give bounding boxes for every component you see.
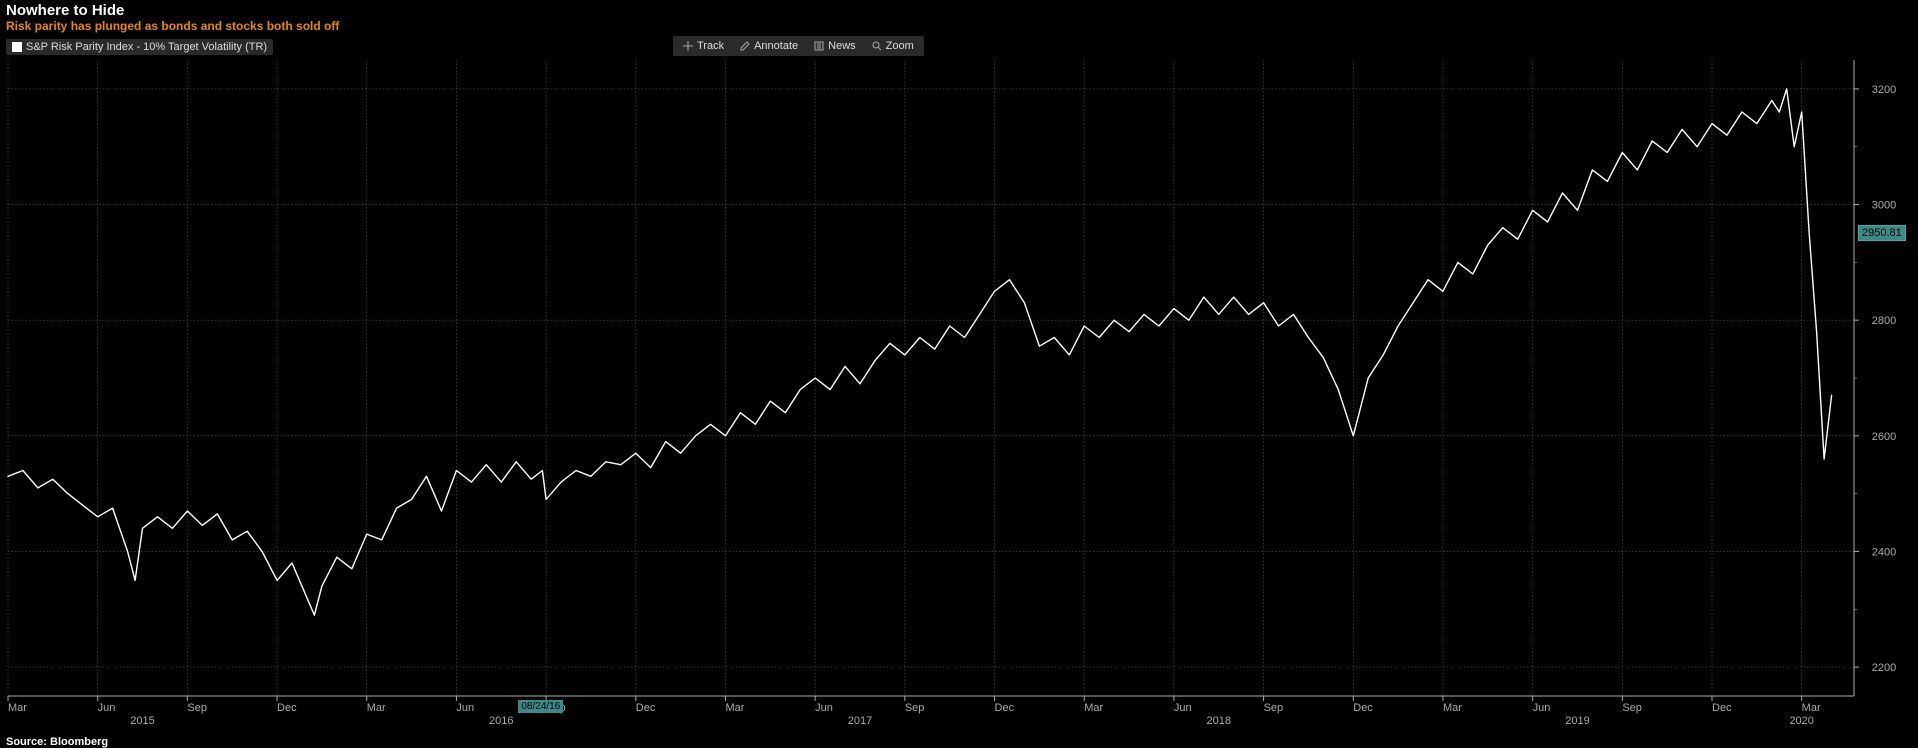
svg-text:Jun: Jun: [1533, 702, 1551, 714]
source-footer: Source: Bloomberg: [6, 736, 108, 748]
svg-text:Jun: Jun: [815, 702, 833, 714]
svg-text:Dec: Dec: [636, 702, 656, 714]
svg-text:Mar: Mar: [8, 702, 27, 714]
track-button[interactable]: Track: [675, 38, 732, 54]
news-button[interactable]: News: [806, 38, 864, 54]
chart-toolbar: Track Annotate News Zoom: [673, 36, 924, 56]
chart-subtitle: Risk parity has plunged as bonds and sto…: [6, 19, 1912, 33]
svg-text:Dec: Dec: [1712, 702, 1732, 714]
crosshair-icon: [683, 41, 693, 51]
svg-text:Dec: Dec: [995, 702, 1015, 714]
svg-text:2800: 2800: [1872, 315, 1896, 327]
last-value-flag: 2950.81: [1858, 225, 1906, 241]
svg-text:3000: 3000: [1872, 200, 1896, 212]
chart-svg: 2200 2400 2600 2800 3000 3200 Mar Jun Sep Dec Mar J…: [6, 56, 1912, 732]
svg-text:2017: 2017: [848, 715, 872, 727]
pencil-icon: [740, 41, 750, 51]
svg-text:2600: 2600: [1872, 431, 1896, 443]
source-label: Source:: [6, 736, 47, 748]
news-label: News: [828, 40, 856, 52]
svg-text:Sep: Sep: [1264, 702, 1284, 714]
svg-text:Mar: Mar: [1443, 702, 1462, 714]
news-icon: [814, 41, 824, 51]
zoom-button[interactable]: Zoom: [864, 38, 922, 54]
annotate-label: Annotate: [754, 40, 798, 52]
svg-text:2018: 2018: [1206, 715, 1230, 727]
svg-text:2020: 2020: [1789, 715, 1813, 727]
svg-text:Sep: Sep: [1622, 702, 1642, 714]
svg-text:Jun: Jun: [456, 702, 474, 714]
svg-text:2400: 2400: [1872, 546, 1896, 558]
svg-text:Dec: Dec: [1353, 702, 1373, 714]
svg-text:Mar: Mar: [1802, 702, 1821, 714]
svg-text:Sep: Sep: [187, 702, 207, 714]
chart-area[interactable]: 2200 2400 2600 2800 3000 3200 Mar Jun Sep Dec Mar J…: [6, 56, 1912, 732]
svg-text:Mar: Mar: [725, 702, 744, 714]
svg-text:Jun: Jun: [98, 702, 116, 714]
annotate-button[interactable]: Annotate: [732, 38, 806, 54]
svg-text:Sep: Sep: [905, 702, 925, 714]
svg-text:3200: 3200: [1872, 84, 1896, 96]
zoom-label: Zoom: [886, 40, 914, 52]
svg-text:2200: 2200: [1872, 662, 1896, 674]
zoom-icon: [872, 41, 882, 51]
svg-text:2015: 2015: [130, 715, 154, 727]
svg-text:2019: 2019: [1565, 715, 1589, 727]
legend-swatch: [12, 42, 22, 52]
chart-title: Nowhere to Hide: [6, 2, 1912, 19]
svg-text:Mar: Mar: [1084, 702, 1103, 714]
legend-item[interactable]: S&P Risk Parity Index - 10% Target Volat…: [6, 39, 273, 55]
svg-text:Mar: Mar: [367, 702, 386, 714]
svg-text:Dec: Dec: [277, 702, 297, 714]
source-value: Bloomberg: [50, 736, 108, 748]
svg-text:2016: 2016: [489, 715, 513, 727]
legend-label: S&P Risk Parity Index - 10% Target Volat…: [26, 41, 267, 53]
track-label: Track: [697, 40, 724, 52]
svg-text:Jun: Jun: [1174, 702, 1192, 714]
date-marker-flag: 08/24/16: [518, 700, 563, 713]
